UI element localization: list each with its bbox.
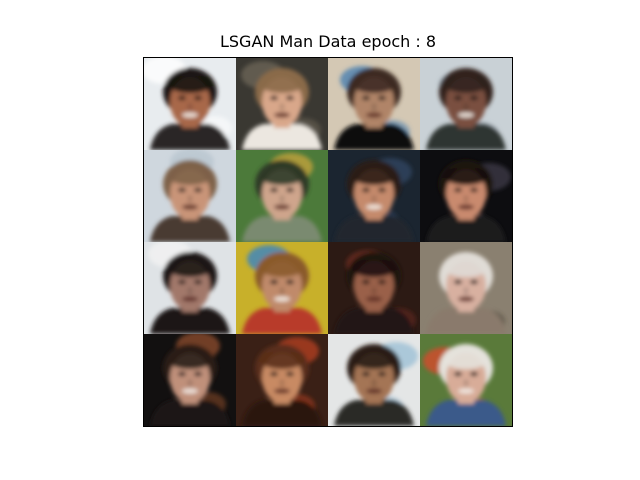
- face-image: [144, 334, 236, 426]
- generated-face-sample: [328, 242, 420, 334]
- generated-face-sample: [420, 58, 512, 150]
- face-image: [144, 58, 236, 150]
- face-image: [328, 242, 420, 334]
- face-image: [420, 58, 512, 150]
- face-image: [420, 150, 512, 242]
- face-image: [236, 58, 328, 150]
- face-image: [328, 150, 420, 242]
- generated-face-sample: [236, 242, 328, 334]
- face-image: [420, 242, 512, 334]
- sample-grid-frame: [143, 57, 513, 427]
- face-image: [328, 334, 420, 426]
- face-image: [144, 242, 236, 334]
- face-image: [144, 150, 236, 242]
- generated-face-sample: [420, 242, 512, 334]
- generated-face-sample: [236, 334, 328, 426]
- generated-face-sample: [144, 242, 236, 334]
- figure-title: LSGAN Man Data epoch : 8: [219, 32, 437, 51]
- face-image: [236, 334, 328, 426]
- face-image: [236, 150, 328, 242]
- face-image: [236, 242, 328, 334]
- generated-face-sample: [420, 334, 512, 426]
- generated-face-sample: [236, 58, 328, 150]
- face-image: [328, 58, 420, 150]
- generated-face-sample: [420, 150, 512, 242]
- generated-face-sample: [144, 58, 236, 150]
- generated-face-sample: [328, 334, 420, 426]
- generated-face-sample: [236, 150, 328, 242]
- generated-sample-grid: [144, 58, 512, 426]
- generated-face-sample: [144, 334, 236, 426]
- generated-face-sample: [144, 150, 236, 242]
- generated-face-sample: [328, 58, 420, 150]
- face-image: [420, 334, 512, 426]
- generated-face-sample: [328, 150, 420, 242]
